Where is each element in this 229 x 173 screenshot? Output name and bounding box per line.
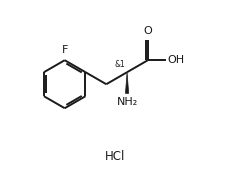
Text: F: F [61, 45, 68, 55]
Text: &1: &1 [114, 61, 125, 70]
Text: O: O [143, 26, 152, 36]
Polygon shape [125, 72, 128, 93]
Text: HCl: HCl [104, 150, 125, 163]
Text: NH₂: NH₂ [116, 97, 137, 107]
Text: OH: OH [166, 55, 183, 65]
